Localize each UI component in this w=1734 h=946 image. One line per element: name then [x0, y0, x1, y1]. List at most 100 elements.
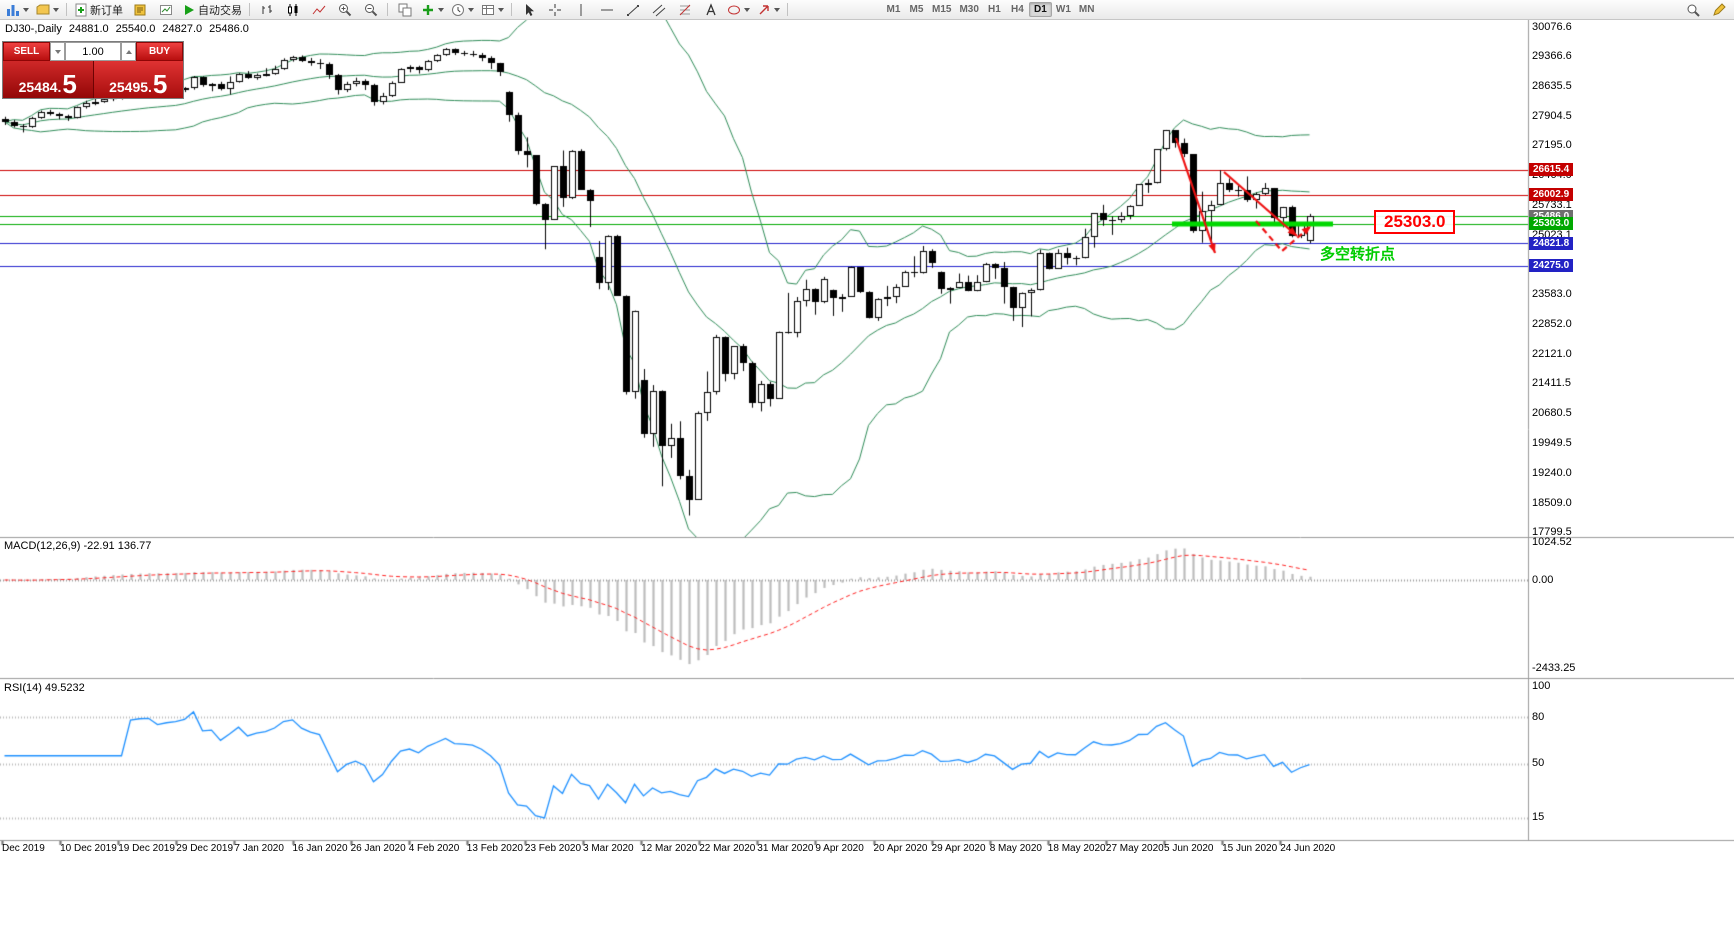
sell-price-int: 25484. [18, 79, 62, 95]
edit-button[interactable] [1706, 0, 1731, 19]
turning-point-annotation: 多空转折点 [1320, 246, 1396, 263]
buy-price-int: 25495. [109, 79, 152, 95]
toolbar-separator [387, 3, 388, 16]
new-order-label: 新订单 [90, 4, 123, 17]
search-button[interactable] [1680, 0, 1705, 19]
template-icon [482, 4, 494, 15]
fibonacci-tool-button[interactable] [672, 0, 697, 19]
chevron-down-icon [498, 7, 504, 12]
line-chart-mode-button[interactable] [306, 0, 331, 19]
volume-decrease-button[interactable] [50, 42, 65, 61]
main-toolbar: 新订单 自动交易 [0, 0, 1734, 20]
timeframe-m5[interactable]: M5 [905, 2, 928, 17]
macd-values: -22.91 136.77 [83, 540, 152, 552]
vertical-line-tool-button[interactable] [568, 0, 593, 19]
candlestick-icon [287, 3, 297, 16]
horizontal-line-icon [600, 9, 613, 10]
rsi-name: RSI(14) [4, 682, 42, 694]
timeframe-w1[interactable]: W1 [1052, 2, 1075, 17]
trendline-icon [626, 4, 639, 16]
fibonacci-icon [679, 4, 690, 15]
symbol-ohlc-bar: DJ30-,Daily 24881.0 25540.0 24827.0 25486.0 [5, 23, 256, 35]
macd-name: MACD(12,26,9) [4, 540, 81, 552]
vertical-line-icon [580, 3, 581, 16]
toolbar-separator [787, 3, 788, 16]
candlestick-mode-button[interactable] [280, 0, 305, 19]
arrows-tool-button[interactable] [754, 0, 783, 19]
search-icon [1687, 4, 1700, 17]
new-chart-icon [7, 4, 19, 16]
chevron-down-icon [468, 7, 474, 12]
shapes-icon [728, 5, 740, 14]
chevron-down-icon [774, 7, 780, 12]
volume-increase-button[interactable] [121, 42, 136, 61]
text-tool-button[interactable] [698, 0, 723, 19]
toolbar-separator [511, 3, 512, 16]
new-order-button[interactable]: 新订单 [71, 0, 126, 19]
metaeditor-button[interactable] [127, 0, 152, 19]
buy-button[interactable]: BUY [136, 42, 183, 61]
cursor-tool-button[interactable] [516, 0, 541, 19]
price-level-label: 25303.0 [1374, 210, 1456, 234]
low-value: 24827.0 [162, 23, 203, 35]
sell-price-frac: 5 [62, 68, 77, 99]
autotrading-label: 自动交易 [198, 4, 242, 17]
zoom-out-icon [364, 3, 377, 16]
timeframe-h4[interactable]: H4 [1006, 2, 1029, 17]
triangle-up-icon [125, 49, 132, 54]
period-button[interactable] [448, 0, 477, 19]
timeframe-m15[interactable]: M15 [928, 2, 955, 17]
autotrading-play-icon [185, 4, 194, 15]
profiles-button[interactable] [33, 0, 62, 19]
bar-chart-mode-button[interactable] [254, 0, 279, 19]
zoom-out-button[interactable] [358, 0, 383, 19]
one-click-trading-panel: SELL BUY 25484.5 25495.5 [2, 41, 184, 99]
indicators-button[interactable] [418, 0, 447, 19]
crosshair-tool-button[interactable] [542, 0, 567, 19]
timeframe-m30[interactable]: M30 [955, 2, 982, 17]
sell-price-display[interactable]: 25484. 5 [3, 61, 94, 98]
rsi-indicator-label: RSI(14) 49.5232 [4, 682, 85, 694]
cursor-icon [525, 3, 534, 16]
timeframe-h1[interactable]: H1 [983, 2, 1006, 17]
buy-price-display[interactable]: 25495. 5 [93, 61, 183, 99]
arrow-tool-icon [759, 4, 769, 14]
line-chart-icon [312, 5, 325, 14]
horizontal-line-tool-button[interactable] [594, 0, 619, 19]
tile-windows-button[interactable] [392, 0, 417, 19]
timeframe-d1[interactable]: D1 [1028, 2, 1052, 17]
new-order-icon [75, 3, 87, 16]
chevron-down-icon [23, 7, 29, 12]
bar-chart-icon [262, 4, 272, 14]
new-chart-button[interactable] [3, 0, 32, 19]
timeframe-toolbar: M1 M5 M15 M30 H1 H4 D1 W1 MN [882, 2, 1098, 17]
toolbar-separator [66, 3, 67, 16]
zoom-in-button[interactable] [332, 0, 357, 19]
volume-input[interactable] [65, 42, 121, 61]
shapes-tool-button[interactable] [724, 0, 753, 19]
templates-button[interactable] [478, 0, 507, 19]
symbol-period-label: DJ30-,Daily [5, 23, 62, 35]
high-value: 25540.0 [115, 23, 156, 35]
sell-button[interactable]: SELL [3, 42, 50, 61]
buy-price-frac: 5 [152, 68, 168, 99]
chevron-down-icon [438, 7, 444, 12]
crosshair-icon [548, 3, 561, 16]
toolbar-separator [249, 3, 250, 16]
tile-windows-icon [398, 3, 411, 16]
channel-tool-button[interactable] [646, 0, 671, 19]
timeframe-m1[interactable]: M1 [882, 2, 905, 17]
macd-indicator-label: MACD(12,26,9) -22.91 136.77 [4, 540, 151, 552]
profiles-icon [36, 4, 50, 14]
trendline-tool-button[interactable] [620, 0, 645, 19]
timeframe-mn[interactable]: MN [1075, 2, 1099, 17]
text-icon [705, 2, 716, 15]
strategy-tester-button[interactable] [153, 0, 178, 19]
channel-icon [652, 4, 665, 16]
rsi-value: 49.5232 [44, 682, 85, 694]
autotrading-button[interactable]: 自动交易 [179, 0, 245, 19]
metaeditor-icon [134, 4, 145, 15]
add-indicator-icon [423, 4, 433, 15]
chevron-down-icon [744, 7, 750, 12]
